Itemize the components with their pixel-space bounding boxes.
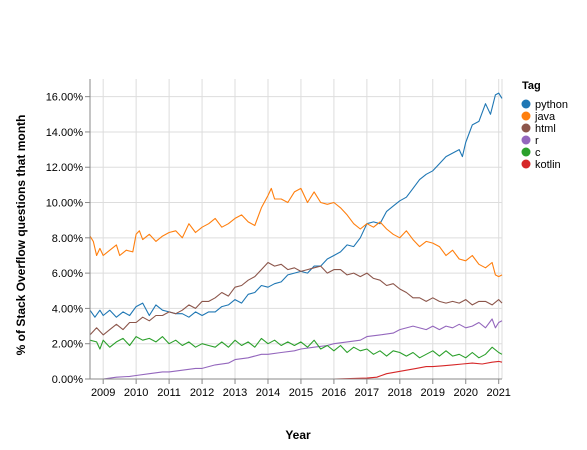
y-tick-label: 14.00%: [46, 127, 84, 139]
x-tick-label: 2009: [91, 387, 115, 399]
x-tick-label: 2019: [421, 387, 445, 399]
x-tick-label: 2018: [388, 387, 412, 399]
legend-swatch-java: [521, 111, 531, 121]
grid: [90, 79, 503, 380]
series-lines: [89, 92, 503, 380]
y-tick-label: 2.00%: [52, 339, 83, 351]
legend-label-java: java: [534, 111, 556, 123]
x-tick-label: 2013: [223, 387, 247, 399]
x-tick-label: 2016: [322, 387, 346, 399]
legend-swatch-r: [521, 135, 531, 145]
legend-title: Tag: [522, 80, 541, 92]
y-tick-label: 16.00%: [46, 92, 84, 104]
legend-swatch-kotlin: [521, 159, 531, 169]
legend-label-kotlin: kotlin: [535, 159, 561, 171]
y-tick-label: 10.00%: [46, 198, 84, 210]
legend-swatch-html: [521, 123, 531, 133]
legend-label-html: html: [535, 123, 556, 135]
y-tick-label: 0.00%: [52, 374, 83, 386]
y-tick-label: 4.00%: [52, 303, 83, 315]
x-tick-label: 2021: [486, 387, 510, 399]
y-tick-label: 8.00%: [52, 233, 83, 245]
legend-swatch-python: [521, 99, 531, 109]
legend-swatch-c: [521, 147, 531, 157]
series-line-r: [90, 318, 503, 380]
y-tick-label: 12.00%: [46, 162, 84, 174]
series-line-html: [89, 261, 503, 336]
y-axis-title: % of Stack Overflow questions that month: [14, 115, 28, 356]
series-line-java: [89, 187, 503, 278]
legend-label-c: c: [535, 147, 541, 159]
legend-label-r: r: [535, 135, 539, 147]
axes: 2009 2010 2011 2012 2013 2014 2015 2016 2017 2018…: [46, 79, 511, 399]
plot-area: [90, 79, 502, 379]
x-tick-label: 2012: [190, 387, 214, 399]
x-tick-label: 2017: [355, 387, 379, 399]
x-tick-label: 2011: [157, 387, 181, 399]
x-axis-title: Year: [285, 428, 311, 442]
series-line-kotlin: [90, 360, 503, 380]
x-tick-label: 2015: [289, 387, 313, 399]
x-tick-label: 2020: [454, 387, 478, 399]
y-tick-label: 6.00%: [52, 268, 83, 280]
legend-label-python: python: [535, 99, 568, 111]
series-line-c: [89, 336, 503, 359]
x-tick-label: 2010: [124, 387, 148, 399]
x-tick-label: 2014: [256, 387, 280, 399]
